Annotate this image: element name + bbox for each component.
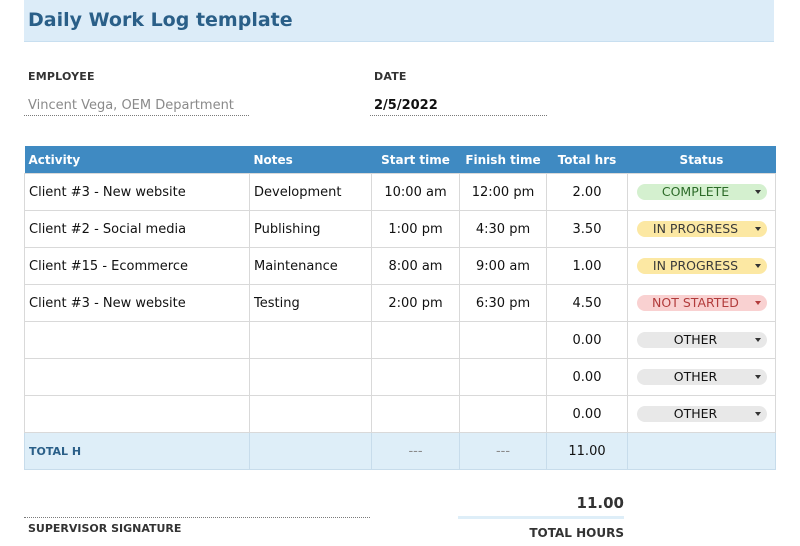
notes-cell[interactable]: Maintenance <box>249 247 372 285</box>
status-dropdown[interactable]: NOT STARTED <box>636 295 767 311</box>
total-hours-value: 11.00 <box>576 494 624 512</box>
title-bar: Daily Work Log template <box>24 0 774 42</box>
status-cell: OTHER <box>627 321 776 359</box>
total-hrs-cell[interactable]: 0.00 <box>546 358 628 396</box>
finish-time-cell[interactable] <box>459 395 547 433</box>
work-log-table: Activity Notes Start time Finish time To… <box>24 146 776 470</box>
table-row: 0.00 OTHER <box>24 395 776 433</box>
total-label: TOTAL H <box>29 444 82 458</box>
date-label: DATE <box>374 70 407 83</box>
activity-cell[interactable] <box>24 395 250 433</box>
total-hours-cell: 11.00 <box>546 432 628 470</box>
header-finish-time: Finish time <box>459 146 547 174</box>
status-dropdown[interactable]: IN PROGRESS <box>636 258 767 274</box>
status-dropdown[interactable]: OTHER <box>636 406 767 422</box>
table-row: Client #3 - New website Testing 2:00 pm 6:3… <box>24 284 776 322</box>
status-cell: IN PROGRESS <box>627 247 776 285</box>
status-cell: NOT STARTED <box>627 284 776 322</box>
notes-cell[interactable]: Publishing <box>249 210 372 248</box>
signature-line[interactable] <box>24 517 370 518</box>
chevron-down-icon <box>754 412 761 416</box>
status-cell: OTHER <box>627 358 776 396</box>
notes-cell[interactable]: Development <box>249 173 372 211</box>
finish-time-cell[interactable] <box>459 321 547 359</box>
header-total-hrs: Total hrs <box>546 146 628 174</box>
total-hrs-cell[interactable]: 1.00 <box>546 247 628 285</box>
start-time-cell[interactable] <box>371 358 460 396</box>
start-time-cell[interactable] <box>371 395 460 433</box>
status-label: OTHER <box>673 406 718 421</box>
table-header-row: Activity Notes Start time Finish time To… <box>24 146 776 174</box>
status-dropdown[interactable]: IN PROGRESS <box>636 221 767 237</box>
activity-cell[interactable]: Client #2 - Social media <box>24 210 250 248</box>
activity-cell[interactable] <box>24 321 250 359</box>
status-label: NOT STARTED <box>652 295 739 310</box>
total-hrs-cell[interactable]: 0.00 <box>546 321 628 359</box>
page-title: Daily Work Log template <box>28 9 293 31</box>
notes-cell[interactable] <box>249 321 372 359</box>
status-label: OTHER <box>673 332 718 347</box>
status-label: IN PROGRESS <box>652 258 739 273</box>
finish-time-cell[interactable] <box>459 358 547 396</box>
table-row: 0.00 OTHER <box>24 321 776 359</box>
total-hours-label: TOTAL HOURS <box>529 526 624 540</box>
table-total-row: TOTAL H --- --- 11.00 <box>24 432 776 470</box>
chevron-down-icon <box>754 301 761 305</box>
table-row: Client #15 - Ecommerce Maintenance 8:00 am… <box>24 247 776 285</box>
total-hrs-cell[interactable]: 4.50 <box>546 284 628 322</box>
activity-cell[interactable] <box>24 358 250 396</box>
table-row: 0.00 OTHER <box>24 358 776 396</box>
notes-cell[interactable]: Testing <box>249 284 372 322</box>
header-start-time: Start time <box>371 146 460 174</box>
total-start: --- <box>371 432 460 470</box>
employee-label: EMPLOYEE <box>28 70 95 83</box>
status-label: COMPLETE <box>661 184 730 199</box>
status-dropdown[interactable]: COMPLETE <box>636 184 767 200</box>
header-activity: Activity <box>24 146 250 174</box>
total-hrs-cell[interactable]: 3.50 <box>546 210 628 248</box>
status-dropdown[interactable]: OTHER <box>636 332 767 348</box>
finish-time-cell[interactable]: 12:00 pm <box>459 173 547 211</box>
finish-time-cell[interactable]: 9:00 am <box>459 247 547 285</box>
chevron-down-icon <box>754 264 761 268</box>
total-finish: --- <box>459 432 547 470</box>
status-cell: IN PROGRESS <box>627 210 776 248</box>
finish-time-cell[interactable]: 6:30 pm <box>459 284 547 322</box>
header-notes: Notes <box>249 146 372 174</box>
activity-cell[interactable]: Client #3 - New website <box>24 284 250 322</box>
table-row: Client #3 - New website Development 10:00 … <box>24 173 776 211</box>
status-cell: COMPLETE <box>627 173 776 211</box>
start-time-cell[interactable]: 1:00 pm <box>371 210 460 248</box>
chevron-down-icon <box>754 375 761 379</box>
date-field[interactable]: 2/5/2022 <box>370 96 547 116</box>
total-hrs-cell[interactable]: 0.00 <box>546 395 628 433</box>
start-time-cell[interactable] <box>371 321 460 359</box>
notes-cell[interactable] <box>249 358 372 396</box>
start-time-cell[interactable]: 10:00 am <box>371 173 460 211</box>
chevron-down-icon <box>754 227 761 231</box>
employee-field[interactable]: Vincent Vega, OEM Department <box>24 96 249 116</box>
table-row: Client #2 - Social media Publishing 1:00 p… <box>24 210 776 248</box>
chevron-down-icon <box>754 190 761 194</box>
activity-cell[interactable]: Client #3 - New website <box>24 173 250 211</box>
total-hours-underline <box>458 516 624 519</box>
status-dropdown[interactable]: OTHER <box>636 369 767 385</box>
header-status: Status <box>627 146 776 174</box>
chevron-down-icon <box>754 338 761 342</box>
start-time-cell[interactable]: 8:00 am <box>371 247 460 285</box>
finish-time-cell[interactable]: 4:30 pm <box>459 210 547 248</box>
status-label: OTHER <box>673 369 718 384</box>
status-label: IN PROGRESS <box>652 221 739 236</box>
start-time-cell[interactable]: 2:00 pm <box>371 284 460 322</box>
total-hrs-cell[interactable]: 2.00 <box>546 173 628 211</box>
notes-cell[interactable] <box>249 395 372 433</box>
status-cell: OTHER <box>627 395 776 433</box>
activity-cell[interactable]: Client #15 - Ecommerce <box>24 247 250 285</box>
signature-label: SUPERVISOR SIGNATURE <box>28 522 182 535</box>
